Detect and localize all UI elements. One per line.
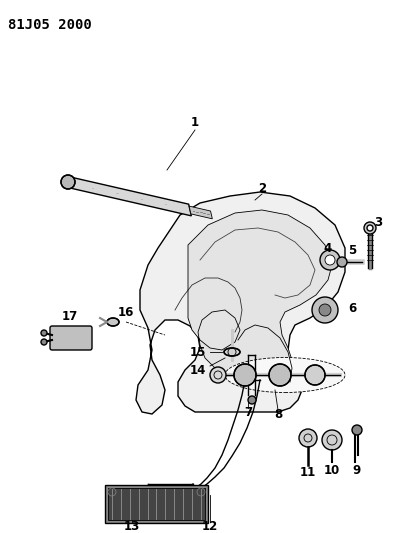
Polygon shape — [108, 488, 205, 520]
Text: 15: 15 — [190, 345, 206, 359]
Text: 2: 2 — [258, 182, 266, 195]
Circle shape — [248, 396, 256, 404]
FancyBboxPatch shape — [50, 326, 92, 350]
Text: 81J05 2000: 81J05 2000 — [8, 18, 92, 32]
Polygon shape — [67, 176, 191, 216]
Circle shape — [210, 367, 226, 383]
Text: 3: 3 — [374, 215, 382, 229]
Circle shape — [320, 250, 340, 270]
Circle shape — [322, 430, 342, 450]
Text: 10: 10 — [324, 464, 340, 477]
Ellipse shape — [225, 358, 345, 392]
Text: 11: 11 — [300, 465, 316, 479]
Text: 17: 17 — [62, 310, 78, 322]
Text: 7: 7 — [244, 407, 252, 419]
Ellipse shape — [224, 348, 240, 356]
Ellipse shape — [107, 318, 119, 326]
Ellipse shape — [305, 365, 325, 385]
Polygon shape — [105, 485, 208, 523]
Ellipse shape — [234, 364, 256, 386]
Ellipse shape — [269, 364, 291, 386]
Circle shape — [299, 429, 317, 447]
Circle shape — [364, 222, 376, 234]
Circle shape — [337, 257, 347, 267]
Polygon shape — [188, 210, 332, 388]
Circle shape — [41, 330, 47, 336]
Circle shape — [367, 225, 373, 231]
Text: 6: 6 — [348, 302, 356, 314]
Text: 9: 9 — [353, 464, 361, 477]
Circle shape — [319, 304, 331, 316]
Text: 1: 1 — [191, 117, 199, 130]
Circle shape — [61, 175, 75, 189]
Text: 5: 5 — [348, 244, 356, 256]
Text: 13: 13 — [124, 521, 140, 533]
Polygon shape — [136, 192, 345, 414]
Text: 12: 12 — [202, 521, 218, 533]
Circle shape — [41, 339, 47, 345]
Circle shape — [352, 425, 362, 435]
Text: 14: 14 — [190, 364, 206, 376]
Circle shape — [325, 255, 335, 265]
Text: 4: 4 — [324, 241, 332, 254]
Polygon shape — [189, 206, 212, 219]
Circle shape — [312, 297, 338, 323]
Text: 8: 8 — [274, 408, 282, 422]
Text: 16: 16 — [118, 306, 134, 319]
